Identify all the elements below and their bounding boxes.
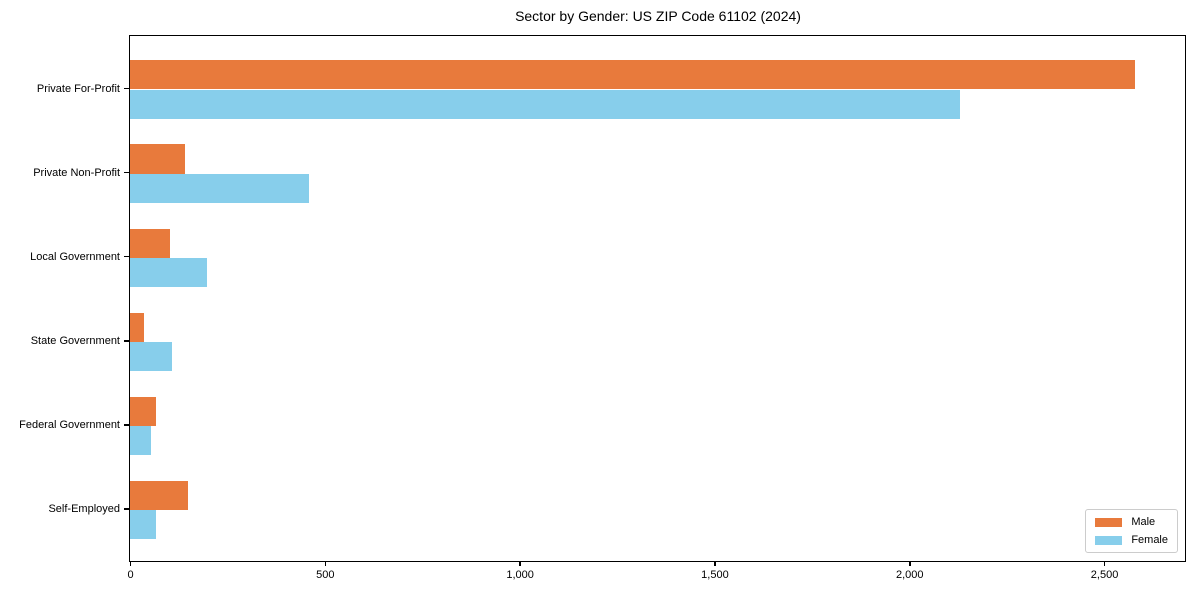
y-axis-label-local-government: Local Government xyxy=(30,250,120,263)
x-tick-2-500 xyxy=(1103,561,1106,566)
y-axis-label-self-employed: Self-Employed xyxy=(48,503,120,515)
x-axis-label-2-500: 2,500 xyxy=(1090,569,1119,581)
bar-female-self-employed xyxy=(130,510,156,540)
y-axis-label-private-non-profit: Private Non-Profit xyxy=(33,166,120,179)
y-tick-state-government xyxy=(124,340,129,342)
legend-label-male: Male xyxy=(1131,516,1156,528)
y-tick-self-employed xyxy=(124,508,129,510)
y-axis-label-private-for-profit: Private For-Profit xyxy=(36,82,120,95)
y-axis-label-state-government: State Government xyxy=(30,334,120,347)
bar-female-federal-government xyxy=(130,425,152,456)
y-tick-private-non-profit xyxy=(124,171,129,174)
bar-male-self-employed xyxy=(130,480,188,510)
x-axis-label-500: 500 xyxy=(316,569,335,581)
legend-swatch-male xyxy=(1095,517,1123,527)
y-tick-federal-government xyxy=(124,424,129,426)
bar-male-private-for-profit xyxy=(130,60,1136,90)
x-axis-label-0: 0 xyxy=(127,569,134,581)
x-tick-1-000 xyxy=(519,561,521,566)
x-tick-2-000 xyxy=(909,561,911,566)
y-tick-local-government xyxy=(124,255,129,258)
x-axis-label-2-000: 2,000 xyxy=(895,569,924,581)
bar-male-local-government xyxy=(130,228,171,258)
legend-item-male: Male xyxy=(1095,516,1168,528)
bar-female-private-for-profit xyxy=(130,89,960,119)
chart-title: Sector by Gender: US ZIP Code 61102 (202… xyxy=(515,8,801,24)
bar-male-state-government xyxy=(130,312,145,342)
legend: Male Female xyxy=(1085,509,1178,553)
legend-item-female: Female xyxy=(1095,534,1168,546)
bar-female-state-government xyxy=(130,341,173,371)
x-tick-0 xyxy=(129,561,132,566)
x-tick-500 xyxy=(324,561,327,566)
y-axis-label-federal-government: Federal Government xyxy=(19,418,120,431)
x-axis-label-1-500: 1,500 xyxy=(701,569,729,581)
bar-male-federal-government xyxy=(130,396,157,426)
bar-female-private-non-profit xyxy=(130,173,310,203)
y-tick-private-for-profit xyxy=(124,87,129,90)
x-axis-label-1-000: 1,000 xyxy=(506,569,534,581)
bar-female-local-government xyxy=(130,257,208,287)
legend-label-female: Female xyxy=(1131,534,1168,546)
legend-swatch-female xyxy=(1095,535,1123,545)
plot-area: Male Female xyxy=(129,35,1186,562)
x-tick-1-500 xyxy=(714,561,716,566)
bar-male-private-non-profit xyxy=(130,144,186,174)
